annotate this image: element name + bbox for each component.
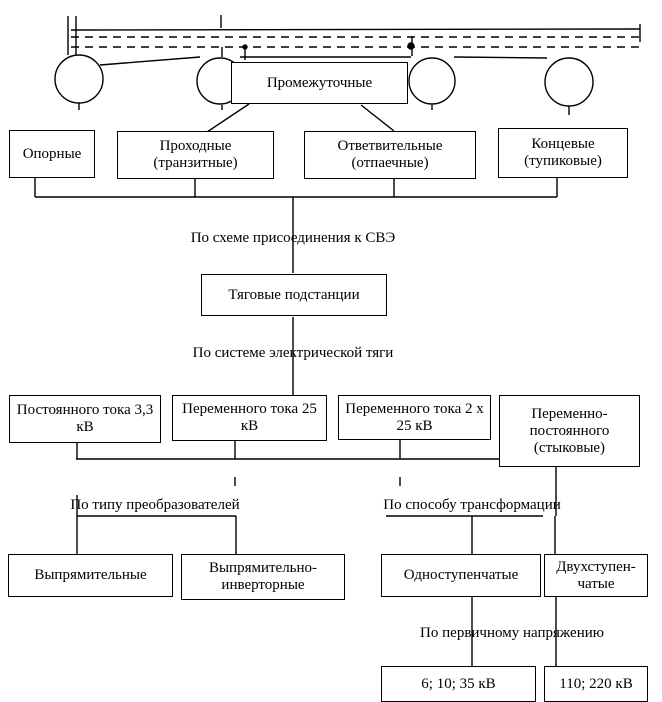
node-rectifier: Выпрямительные xyxy=(8,554,173,597)
label-by_scheme: По схеме присоединения к СВЭ xyxy=(143,230,443,247)
node-acdc: Переменно- постоянного (стыковые) xyxy=(499,395,640,467)
node-terminal: Концевые (тупиковые) xyxy=(498,128,628,178)
node-ac2x25: Переменного тока 2 х 25 кВ xyxy=(338,395,491,440)
node-rectinv: Выпрямительно- инверторные xyxy=(181,554,345,600)
label-by_prim: По первичному напряжению xyxy=(362,625,662,642)
label-by_conv: По типу преобразователей xyxy=(5,497,305,514)
node-twostage: Двухступен­чатые xyxy=(544,554,648,597)
node-v6: 6; 10; 35 кВ xyxy=(381,666,536,702)
label-by_system: По системе электрической тяги xyxy=(143,345,443,362)
node-dc33: Постоянного тока 3,3 кВ xyxy=(9,395,161,443)
node-passthrough: Проходные (транзитные) xyxy=(117,131,274,179)
node-v110: 110; 220 кВ xyxy=(544,666,648,702)
node-supporting: Опорные xyxy=(9,130,95,178)
label-by_trans: По способу трансформации xyxy=(322,497,622,514)
node-ac25: Переменного тока 25 кВ xyxy=(172,395,327,441)
node-intermediate: Промежуточные xyxy=(231,62,408,104)
node-branch: Ответвительные (отпаечные) xyxy=(304,131,476,179)
node-onestage: Одноступенчатые xyxy=(381,554,541,597)
node-traction: Тяговые подстанции xyxy=(201,274,387,316)
